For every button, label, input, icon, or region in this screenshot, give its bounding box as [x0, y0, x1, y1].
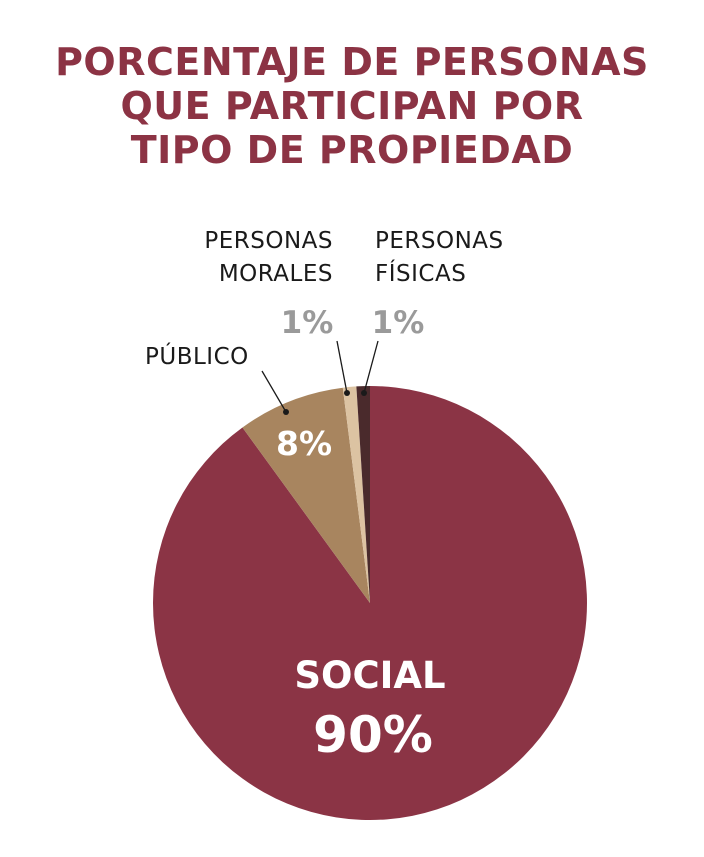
chart-title-line: TIPO DE PROPIEDAD: [130, 128, 574, 172]
chart-title-line: PORCENTAJE DE PERSONAS: [55, 40, 649, 84]
leader-line-fisicas-dot: [361, 390, 367, 396]
slice-value-morales: 1%: [281, 305, 334, 341]
slice-label-social: SOCIAL: [294, 654, 445, 697]
slice-value-publico: 8%: [276, 424, 332, 463]
pie-slice-social: [152, 386, 587, 820]
leader-line-morales: [336, 340, 348, 394]
slice-label-morales-line: PERSONAS: [204, 228, 333, 254]
leader-line-fisicas: [363, 340, 379, 394]
leader-line-morales-dot: [344, 390, 350, 396]
leader-line-publico: [261, 370, 287, 413]
pie-slices: [152, 386, 587, 820]
slice-value-social: 90%: [313, 706, 433, 764]
slice-label-publico: PÚBLICO: [145, 342, 249, 370]
chart-title: PORCENTAJE DE PERSONAS QUE PARTICIPAN PO…: [0, 40, 704, 172]
pie-slice-publico: [242, 387, 370, 603]
pie-slice-personas-morales: [342, 386, 370, 603]
slice-label-fisicas-line: PERSONAS: [375, 228, 504, 254]
slice-label-morales-line: MORALES: [219, 261, 333, 287]
pie-slice-personas-fisicas: [356, 386, 370, 603]
chart-title-line: QUE PARTICIPAN POR: [120, 84, 584, 128]
slice-label-fisicas-line: FÍSICAS: [375, 259, 466, 287]
leader-line-publico-dot: [283, 409, 289, 415]
leader-lines: [261, 340, 379, 415]
slice-value-fisicas: 1%: [372, 305, 425, 341]
